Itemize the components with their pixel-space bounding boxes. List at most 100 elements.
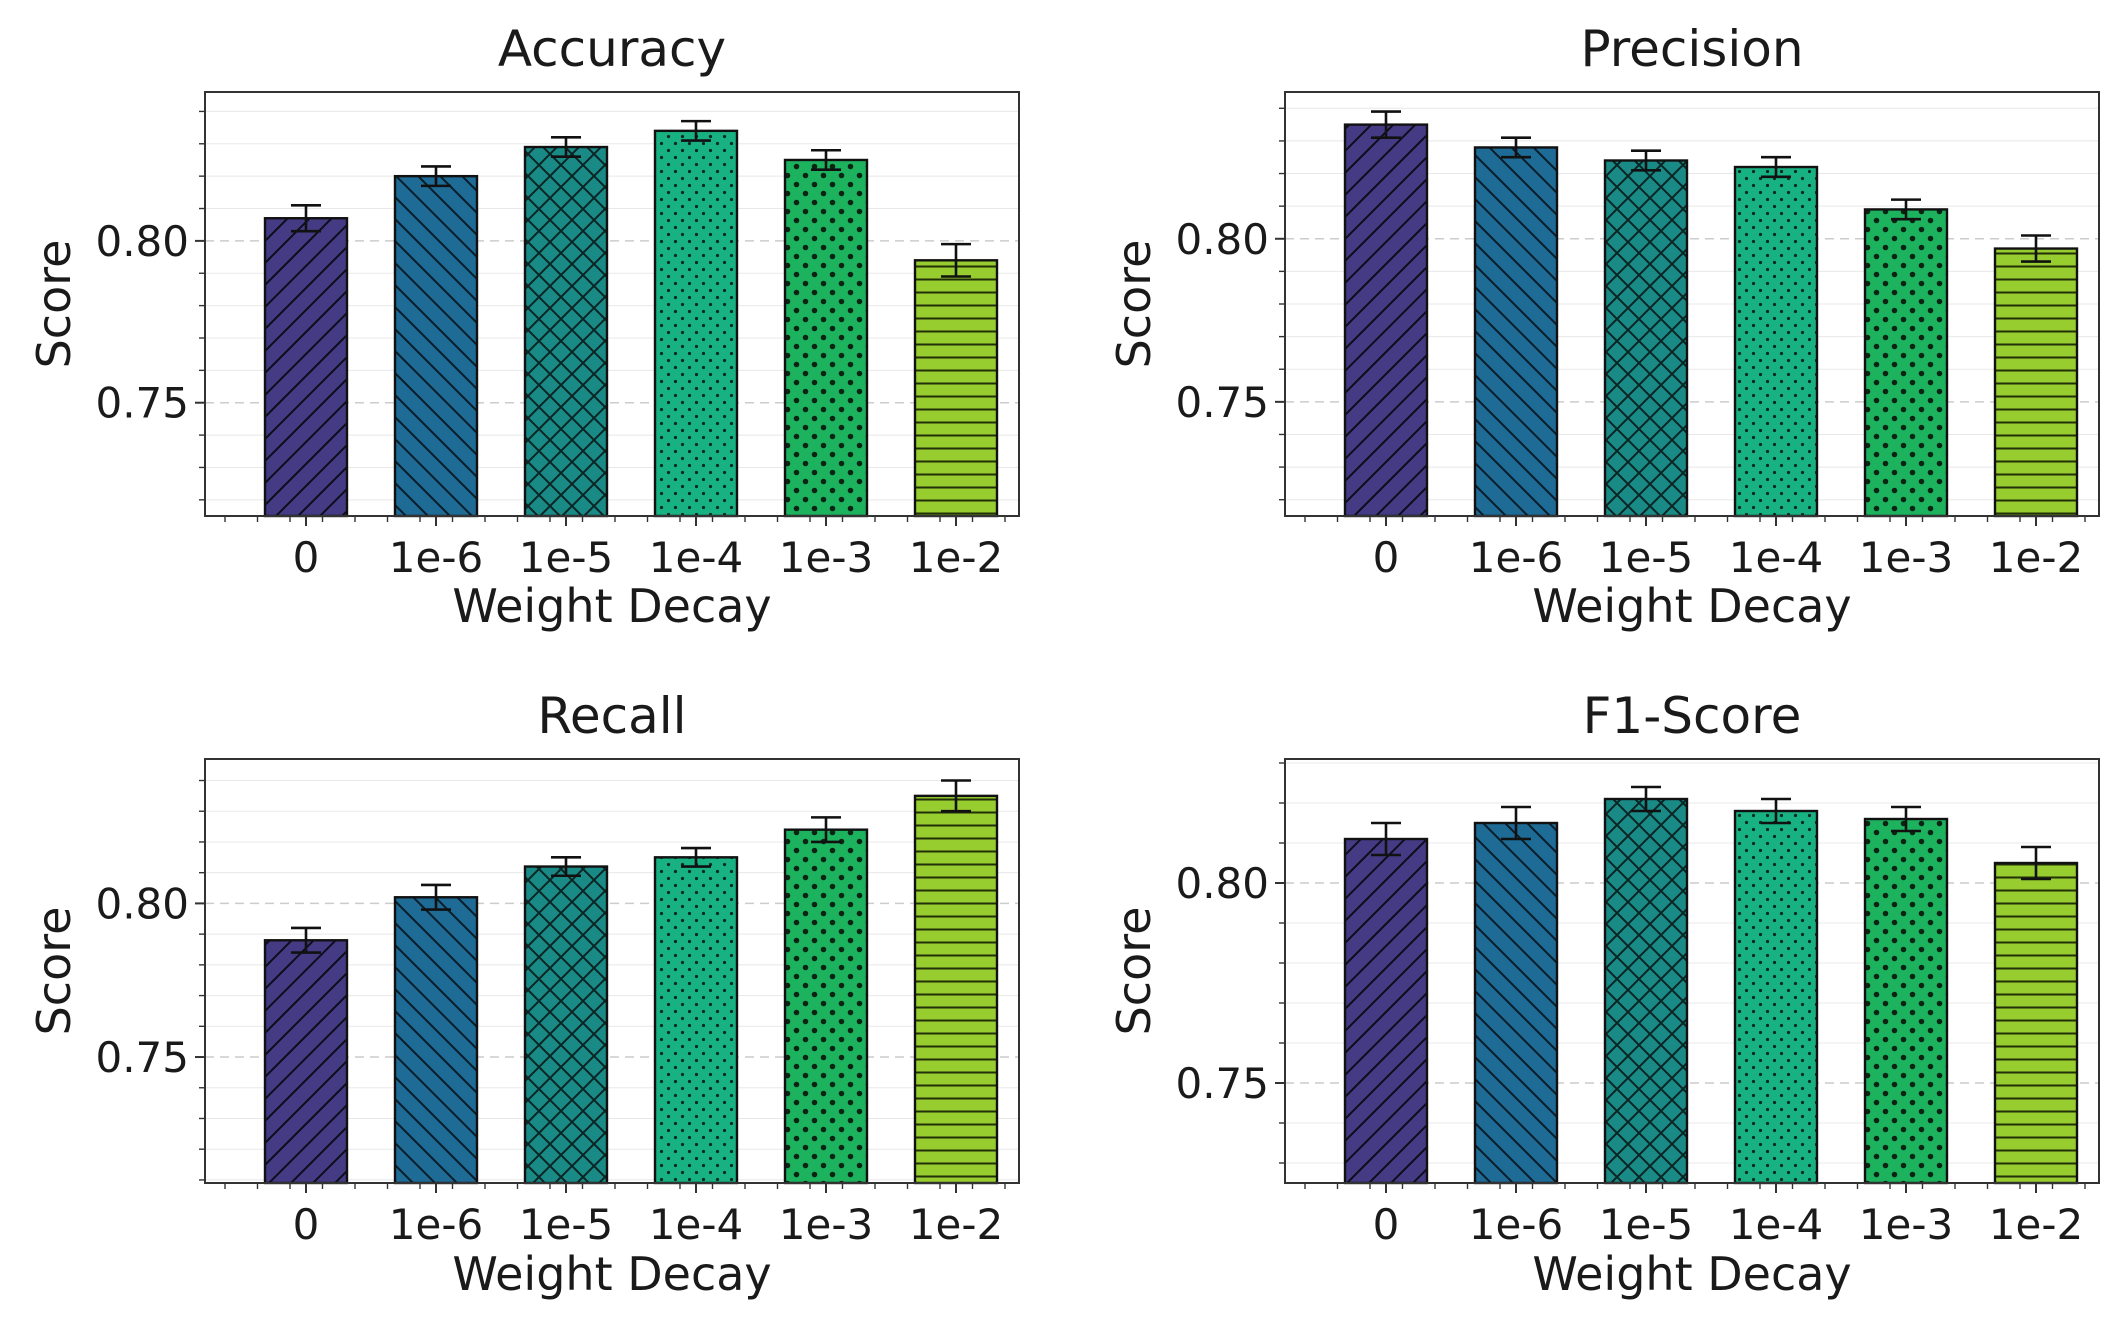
bar-0 <box>265 940 347 1183</box>
x-axis-label: Weight Decay <box>1532 1247 1851 1301</box>
axis-ticks: 0.75 0.80 0 1e-6 1e-5 1e-4 1e-3 1e-2 <box>1175 107 2086 582</box>
y-axis-label: Score <box>27 907 81 1036</box>
x-tick-label: 0 <box>1373 533 1400 582</box>
bars <box>1343 123 2079 518</box>
y-tick-label: 0.80 <box>95 879 189 928</box>
x-tick-label: 1e-3 <box>779 1200 873 1249</box>
error-bar <box>811 816 841 844</box>
bar-1e-4 <box>1735 811 1817 1183</box>
bar-1e-2 <box>1995 248 2077 517</box>
y-tick-label: 0.75 <box>1175 1059 1269 1108</box>
plot-frame <box>1284 758 2100 1184</box>
chart-title: Accuracy <box>498 20 726 78</box>
error-bar <box>1501 805 1531 841</box>
error-bars <box>291 119 971 278</box>
panel-precision: Precision Score Weight Decay 0.75 0.80 0 1e… <box>1107 20 2100 633</box>
x-tick-label: 1e-2 <box>909 533 1003 582</box>
x-tick-label: 1e-6 <box>1469 1200 1563 1249</box>
bar-1e-6 <box>1475 823 1557 1183</box>
error-bars <box>1371 110 2051 263</box>
x-tick-label: 1e-5 <box>519 1200 613 1249</box>
panel-accuracy: Accuracy Score Weight Decay 0.75 0.80 0 1e-… <box>27 20 1020 633</box>
error-bar <box>941 242 971 278</box>
x-tick-label: 1e-4 <box>649 533 743 582</box>
error-bars <box>291 779 971 954</box>
error-bar <box>291 926 321 954</box>
bar-1e-6 <box>1475 147 1557 516</box>
chart-title: Recall <box>537 687 686 745</box>
error-bar <box>421 165 451 188</box>
error-bar <box>1761 155 1791 179</box>
x-tick-label: 1e-6 <box>1469 533 1563 582</box>
bar-1e-3 <box>785 159 867 516</box>
x-tick-label: 1e-2 <box>909 1200 1003 1249</box>
x-tick-label: 1e-3 <box>1859 533 1953 582</box>
error-bar <box>551 856 581 878</box>
chart-title: F1-Score <box>1583 687 1802 745</box>
bar-1e-5 <box>525 147 607 517</box>
bar-1e-4 <box>1735 167 1817 516</box>
bar-0 <box>265 218 347 516</box>
x-tick-label: 1e-6 <box>389 1200 483 1249</box>
x-tick-label: 1e-4 <box>649 1200 743 1249</box>
x-tick-label: 1e-2 <box>1989 533 2083 582</box>
x-tick-label: 1e-2 <box>1989 1200 2083 1249</box>
bar-1e-4 <box>655 130 737 516</box>
error-bar <box>681 846 711 868</box>
bar-1e-5 <box>1605 799 1687 1183</box>
y-tick-label: 0.75 <box>95 379 189 428</box>
error-bar <box>2021 845 2051 881</box>
x-tick-label: 0 <box>1373 1200 1400 1249</box>
y-tick-label: 0.80 <box>1175 859 1269 908</box>
y-tick-label: 0.80 <box>1175 215 1269 264</box>
bars <box>1343 797 2079 1185</box>
bar-0 <box>1345 124 1427 516</box>
x-tick-label: 1e-3 <box>779 533 873 582</box>
error-bar <box>811 148 841 171</box>
panel-recall: Recall Score Weight Decay 0.75 0.80 0 1e-6 1… <box>27 687 1020 1301</box>
error-bar <box>1501 136 1531 159</box>
bar-1e-3 <box>1865 819 1947 1183</box>
y-tick-label: 0.80 <box>95 217 189 266</box>
x-axis-label: Weight Decay <box>1532 579 1851 633</box>
bars <box>263 129 999 518</box>
axis-ticks: 0.75 0.80 0 1e-6 1e-5 1e-4 1e-3 1e-2 <box>95 110 1006 582</box>
bar-1e-2 <box>915 795 997 1183</box>
x-tick-label: 1e-3 <box>1859 1200 1953 1249</box>
x-tick-label: 1e-4 <box>1729 533 1823 582</box>
error-bar <box>1631 149 1661 172</box>
error-bar <box>1631 785 1661 813</box>
error-bar <box>1371 821 1401 857</box>
bars <box>263 794 999 1185</box>
bar-1e-6 <box>395 176 477 517</box>
x-tick-label: 0 <box>293 533 320 582</box>
plot-frame <box>204 91 1020 517</box>
bar-1e-3 <box>785 829 867 1183</box>
plot-frame <box>204 758 1020 1184</box>
error-bar <box>291 203 321 233</box>
error-bar <box>681 119 711 142</box>
y-axis-label: Score <box>1107 907 1161 1036</box>
x-tick-label: 0 <box>293 1200 320 1249</box>
error-bar <box>1371 110 1401 139</box>
bar-1e-2 <box>1995 863 2077 1183</box>
y-axis-label: Score <box>1107 240 1161 369</box>
chart-title: Precision <box>1580 20 1803 78</box>
y-tick-label: 0.75 <box>1175 378 1269 427</box>
bar-1e-4 <box>655 857 737 1183</box>
x-tick-label: 1e-6 <box>389 533 483 582</box>
error-bar <box>941 779 971 813</box>
bar-0 <box>1345 839 1427 1183</box>
bar-1e-2 <box>915 260 997 516</box>
axis-ticks: 0.75 0.80 0 1e-6 1e-5 1e-4 1e-3 1e-2 <box>1175 762 2086 1249</box>
error-bar <box>1891 198 1921 221</box>
error-bar <box>1891 805 1921 833</box>
x-axis-label: Weight Decay <box>452 579 771 633</box>
axis-ticks: 0.75 0.80 0 1e-6 1e-5 1e-4 1e-3 1e-2 <box>95 779 1006 1249</box>
error-bar <box>2021 234 2051 263</box>
y-axis-label: Score <box>27 240 81 369</box>
x-tick-label: 1e-4 <box>1729 1200 1823 1249</box>
x-axis-label: Weight Decay <box>452 1247 771 1301</box>
error-bar <box>421 883 451 911</box>
